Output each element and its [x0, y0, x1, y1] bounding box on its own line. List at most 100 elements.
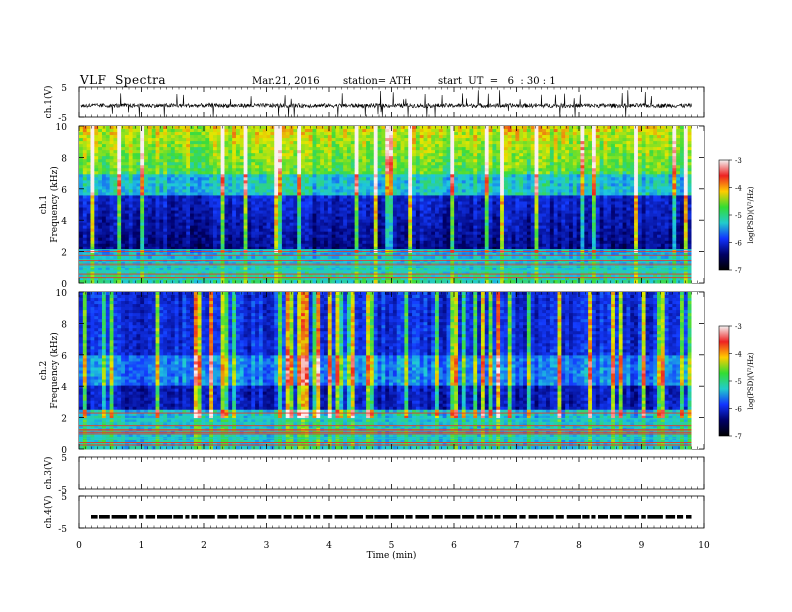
ch2-colorbar-tick-label: -3: [735, 323, 742, 331]
x-tick-label: 5: [389, 541, 395, 551]
ch2-colorbar-tick-label: -6: [735, 406, 742, 414]
ch1-freq-tick-label: 8: [61, 154, 67, 164]
ch1-freq-ylabel: Frequency (kHz): [49, 166, 60, 243]
ch4-pulse: [484, 515, 493, 519]
ch1-ytick-label: -5: [58, 114, 67, 124]
ch2-colorbar-tick-label: -4: [735, 351, 742, 359]
ch4-pulse: [582, 515, 590, 519]
ch2-colorbar: [718, 325, 730, 437]
ch4-pulse: [239, 515, 255, 519]
ch4-pulse: [145, 515, 156, 519]
ch2-freq-tick-label: 8: [61, 320, 67, 330]
ch2-freq-tick-label: 0: [61, 446, 67, 456]
ch1-ylabel: ch.1(V): [43, 86, 54, 119]
x-tick-label: 3: [264, 541, 270, 551]
ch4-pulse: [566, 515, 581, 519]
ch1-waveform-panel: [80, 90, 692, 118]
x-tick-label: 4: [326, 541, 332, 551]
ch4-pulse: [217, 515, 227, 519]
ch4-pulse: [538, 515, 554, 519]
ch4-pulse: [677, 515, 684, 519]
ch4-pulse: [390, 515, 404, 519]
ch3-ytick-label: 5: [61, 454, 67, 464]
ch4-pulse: [99, 515, 110, 519]
ch4-pulse: [191, 515, 198, 519]
ch1-colorbar-tick-label: -7: [735, 267, 742, 275]
ch4-pulse: [624, 515, 639, 519]
x-tick-label: 0: [76, 541, 82, 551]
ch4-pulse: [111, 515, 127, 519]
ch4-pulse: [334, 515, 348, 519]
header-date: Mar.21, 2016: [252, 76, 320, 87]
ch4-pulse: [647, 515, 663, 519]
ch2-spectrogram: [79, 292, 704, 450]
ch4-pulse: [494, 515, 501, 519]
ch1-freq-tick-label: 0: [61, 280, 67, 290]
ch4-pulse: [528, 515, 538, 519]
ch1-colorbar-tick-label: -5: [735, 212, 742, 220]
ch3-ylabel: ch.3(V): [43, 457, 54, 490]
ch1-colorbar: [718, 159, 730, 271]
header-station: station= ATH: [343, 76, 412, 87]
ch4-pulse: [283, 515, 292, 519]
ch2-freq-tick-label: 10: [56, 289, 68, 299]
ch4-pulse: [228, 515, 239, 519]
chart-title: VLF Spectra: [80, 73, 167, 87]
x-tick-label: 1: [139, 541, 145, 551]
ch2-colorbar-label: log(PSD)(V²/Hz): [747, 352, 755, 409]
ch4-pulse: [444, 515, 461, 519]
ch4-ylabel: ch.4(V): [43, 496, 54, 529]
ch4-pulse: [199, 515, 215, 519]
ch2-freq-tick-label: 2: [61, 415, 67, 425]
ch4-pulse: [268, 515, 282, 519]
ch2-freq-tick-label: 4: [61, 383, 67, 393]
ch4-pulse: [173, 515, 183, 519]
ch4-pulse: [609, 515, 622, 519]
ch4-pulse: [293, 515, 304, 519]
x-tick-label: 9: [639, 541, 645, 551]
ch4-pulse: [157, 515, 173, 519]
ch4-pulse: [305, 515, 311, 519]
x-tick-label: 10: [698, 541, 710, 551]
ch4-pulse: [374, 515, 389, 519]
ch4-pulse: [476, 515, 483, 519]
x-tick-label: 7: [514, 541, 520, 551]
ch2-colorbar-tick-label: -7: [735, 433, 742, 441]
ch4-ytick-label: -5: [58, 525, 67, 535]
ch1-colorbar-tick-label: -4: [735, 185, 742, 193]
ch4-pulse: [431, 515, 443, 519]
x-tick-label: 2: [201, 541, 207, 551]
ch4-pulse: [462, 515, 475, 519]
ch2-colorbar-tick-label: -5: [735, 378, 742, 386]
x-axis-label: Time (min): [367, 550, 417, 561]
ch4-pulse: [91, 515, 98, 519]
ch1-colorbar-label: log(PSD)(V²/Hz): [747, 186, 755, 243]
ch4-pulse: [365, 515, 374, 519]
ch4-pulse: [519, 515, 526, 519]
ch2-freq-ylabel: ch.2: [39, 361, 49, 380]
ch1-spectrogram: [79, 126, 704, 284]
ch4-pulse: [665, 515, 676, 519]
ch1-freq-tick-label: 2: [61, 249, 67, 259]
ch4-pulse: [129, 515, 137, 519]
ch4-waveform-panel: [91, 515, 692, 519]
ch4-pulse: [349, 515, 363, 519]
ch1-freq-tick-label: 4: [61, 217, 67, 227]
ch4-pulse: [598, 515, 608, 519]
ch1-colorbar-tick-label: -6: [735, 240, 742, 248]
x-tick-label: 8: [576, 541, 582, 551]
ch2-freq-tick-label: 6: [61, 352, 67, 362]
ch4-pulse: [415, 515, 430, 519]
ch4-pulse: [502, 515, 517, 519]
ch4-pulse: [591, 515, 596, 519]
ch4-ytick-label: 5: [61, 493, 67, 503]
ch4-pulse: [185, 515, 190, 519]
ch1-freq-tick-label: 6: [61, 186, 67, 196]
ch1-freq-ylabel: ch.1: [39, 195, 49, 214]
x-tick-label: 6: [451, 541, 457, 551]
ch4-pulse: [641, 515, 646, 519]
ch4-pulse: [405, 515, 413, 519]
ch3-ytick-label: -5: [58, 486, 67, 496]
ch1-freq-tick-label: 10: [56, 123, 68, 133]
ch1-colorbar-tick-label: -3: [735, 157, 742, 165]
